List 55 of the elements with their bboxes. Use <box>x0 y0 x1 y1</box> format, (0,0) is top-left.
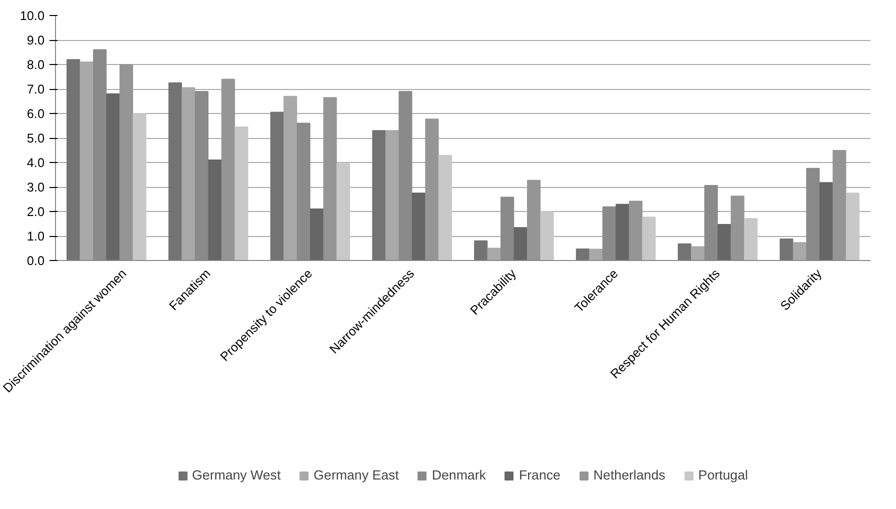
bar <box>132 113 146 260</box>
bar <box>744 218 758 260</box>
bar <box>846 192 860 260</box>
y-tick-label: 9.0 <box>26 34 45 48</box>
bar <box>540 211 554 260</box>
bar <box>385 130 399 260</box>
bar <box>792 242 806 260</box>
bar <box>80 62 94 260</box>
legend-label: Germany West <box>192 468 281 482</box>
legend-label: Netherlands <box>593 468 666 482</box>
bar <box>106 93 120 260</box>
y-tick-label: 4.0 <box>26 156 45 170</box>
bar <box>718 224 732 260</box>
bar <box>66 59 80 260</box>
bar <box>438 154 452 260</box>
bar <box>487 248 501 260</box>
bar <box>616 204 630 260</box>
bar <box>208 160 222 260</box>
y-tick-label: 0.0 <box>26 254 45 268</box>
bar <box>576 248 590 260</box>
bar <box>527 180 541 260</box>
y-tick-label: 5.0 <box>26 132 45 146</box>
bar <box>730 196 744 260</box>
bar <box>678 243 692 260</box>
bar <box>819 182 833 260</box>
legend-label: Denmark <box>432 468 486 482</box>
y-tick-label: 7.0 <box>26 82 45 96</box>
bar <box>168 82 182 260</box>
legend-label: France <box>518 468 560 482</box>
bar <box>270 112 284 260</box>
bar <box>691 246 705 260</box>
y-tick-label: 2.0 <box>26 205 45 219</box>
y-tick-label: 6.0 <box>26 107 45 121</box>
bar <box>474 240 488 260</box>
bar <box>642 216 656 260</box>
bar <box>120 64 134 260</box>
bar <box>221 78 235 260</box>
legend-label: Germany East <box>314 468 399 482</box>
bar <box>589 248 603 260</box>
bar <box>372 130 386 260</box>
y-tick-label: 1.0 <box>26 230 45 244</box>
bar <box>780 238 794 260</box>
y-tick-label: 3.0 <box>26 180 45 194</box>
bar <box>323 97 337 260</box>
y-tick-label: 8.0 <box>26 58 45 72</box>
bar <box>234 126 248 260</box>
bar <box>832 150 846 260</box>
legend-label: Portugal <box>698 468 748 482</box>
bar <box>425 118 439 260</box>
bar <box>336 163 350 260</box>
y-tick-label: 10.0 <box>20 9 45 23</box>
bar <box>310 208 324 260</box>
bar <box>628 200 642 260</box>
bar <box>412 192 426 260</box>
bar <box>514 227 528 260</box>
